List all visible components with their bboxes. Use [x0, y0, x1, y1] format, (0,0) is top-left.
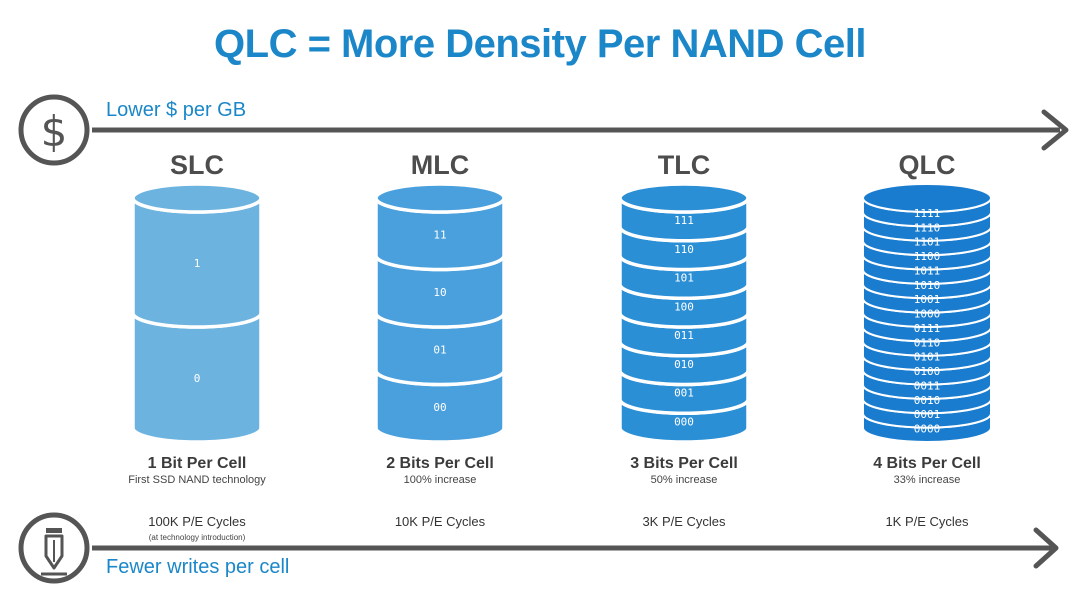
cell-level-label: 0010: [914, 394, 941, 407]
mlc-heading: MLC: [410, 150, 470, 180]
slc-cycles-value: 100K P/E Cycles: [148, 514, 246, 529]
cell-level-label: 110: [674, 243, 694, 256]
cell-level-label: 010: [674, 358, 694, 371]
cell-level-label: 000: [674, 415, 694, 428]
qlc-description: 33% increase: [893, 474, 961, 486]
qlc-heading: QLC: [898, 150, 956, 180]
slc-caption: 1 Bit Per Cell First SSD NAND technology: [87, 455, 307, 486]
slc-heading: SLC: [170, 150, 224, 180]
tlc-caption: 3 Bits Per Cell 50% increase: [574, 455, 794, 486]
cell-level-label: 101: [674, 272, 694, 285]
cell-level-label: 10: [433, 286, 446, 299]
tlc-cycles-value: 3K P/E Cycles: [642, 514, 726, 529]
bottom-axis-arrowhead: [1033, 527, 1059, 569]
mlc-bits-label: 2 Bits Per Cell: [386, 455, 494, 472]
dollar-icon: $: [18, 94, 90, 166]
cell-level-label: 0111: [914, 322, 941, 335]
tlc-bits-label: 3 Bits Per Cell: [630, 455, 738, 472]
cell-level-label: 0: [194, 372, 201, 385]
cell-level-label: 1010: [914, 279, 941, 292]
stack-top: [131, 182, 263, 214]
page-title: QLC = More Density Per NAND Cell: [214, 22, 866, 66]
slc-bits-label: 1 Bit Per Cell: [147, 455, 247, 472]
cell-level-label: 1100: [914, 250, 941, 263]
qlc-caption: 4 Bits Per Cell 33% increase: [817, 455, 1037, 486]
cell-level-label: 0110: [914, 336, 941, 349]
cell-level-label: 0000: [914, 423, 941, 436]
cell-level-label: 01: [433, 343, 446, 356]
mlc-stack: 11 10 01 00: [374, 182, 506, 444]
stack-top: [618, 182, 750, 214]
mlc-caption: 2 Bits Per Cell 100% increase: [330, 455, 550, 486]
top-axis-arrowhead: [1041, 109, 1069, 151]
svg-text:$: $: [41, 107, 68, 156]
cell-level-label: 1101: [914, 236, 941, 249]
cell-level-label: 111: [674, 214, 694, 227]
tlc-stack: 111 110 101 100 011 010 001 000: [618, 182, 750, 444]
cell-level-label: 100: [674, 300, 694, 313]
mlc-description: 100% increase: [403, 474, 477, 486]
cell-level-label: 0101: [914, 351, 941, 364]
mlc-cycles-value: 10K P/E Cycles: [394, 514, 486, 529]
cell-level-label: 1011: [914, 264, 941, 277]
cell-level-label: 1001: [914, 293, 941, 306]
cell-level-label: 1111: [914, 207, 941, 220]
slc-description: First SSD NAND technology: [128, 474, 266, 486]
mlc-cycles: 10K P/E Cycles: [330, 514, 550, 529]
slc-stack: 10: [131, 182, 263, 444]
cell-level-label: 1000: [914, 308, 941, 321]
cell-level-label: 0100: [914, 365, 941, 378]
slc-cycles-note: (at technology introduction): [148, 533, 246, 542]
qlc-cycles-value: 1K P/E Cycles: [885, 514, 969, 529]
qlc-cycles: 1K P/E Cycles: [817, 514, 1037, 529]
top-axis-label: Lower $ per GB: [106, 99, 247, 121]
cell-level-label: 001: [674, 387, 694, 400]
pencil-icon: [18, 512, 90, 584]
tlc-heading: TLC: [657, 150, 711, 180]
cell-level-label: 11: [433, 228, 446, 241]
cell-level-label: 011: [674, 329, 694, 342]
bottom-axis-label: Fewer writes per cell: [106, 556, 290, 578]
tlc-cycles: 3K P/E Cycles: [574, 514, 794, 529]
cell-level-label: 1: [194, 257, 201, 270]
cell-level-label: 0001: [914, 408, 941, 421]
stack-top: [374, 182, 506, 214]
cell-level-label: 0011: [914, 379, 941, 392]
tlc-description: 50% increase: [650, 474, 718, 486]
cell-level-label: 00: [433, 401, 446, 414]
cell-level-label: 1110: [914, 221, 941, 234]
qlc-bits-label: 4 Bits Per Cell: [873, 455, 981, 472]
stack-top: [862, 183, 992, 213]
slc-cycles: 100K P/E Cycles (at technology introduct…: [87, 514, 307, 542]
